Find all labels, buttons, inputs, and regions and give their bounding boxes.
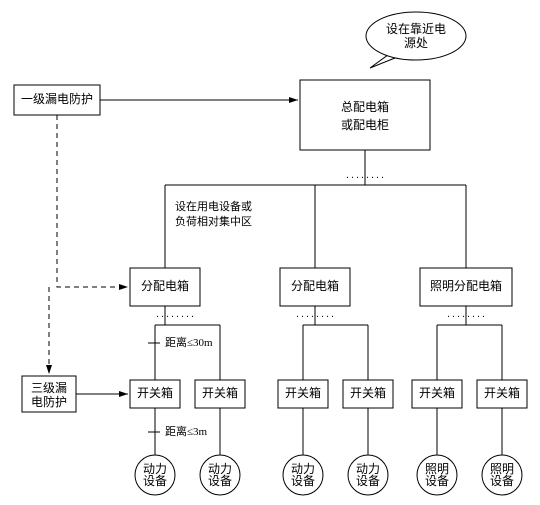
dist3-label: 照明分配电箱 [430,278,502,293]
note-dist-1: 设在用电设备或 [175,199,252,213]
sw6-label: 开关箱 [484,385,520,400]
sw1-label: 开关箱 [137,385,173,400]
dev4-l2: 设备 [356,474,380,488]
main-label1: 总配电箱 [341,99,389,114]
protect3-l1: 三级漏 [31,381,67,395]
protect3-l2: 电防护 [31,394,67,409]
callout-line1: 设在靠近电 [386,22,446,36]
edge-protect1-dist1 [57,115,128,287]
dist2-label: 分配电箱 [291,278,339,293]
callout-line2: 源处 [404,36,428,50]
protect1-label: 一级漏电防护 [21,91,93,106]
dev3-l2: 设备 [291,474,315,488]
dots-dist2: . . . . . . . . [296,309,334,320]
dev6-l2: 设备 [490,474,514,488]
note-3m: 距离≤3m [165,424,208,438]
dev5-l2: 设备 [425,474,449,488]
dist1-label: 分配电箱 [141,278,189,293]
main-label2: 或配电柜 [341,118,389,132]
dev2-l2: 设备 [208,474,232,488]
main-box [300,80,430,150]
dots-main: . . . . . . . . [346,170,384,181]
note-30m: 距离≤30m [165,335,213,349]
sw2-label: 开关箱 [202,385,238,400]
dots-dist1: . . . . . . . . [156,309,194,320]
sw3-label: 开关箱 [285,385,321,400]
note-dist-2: 负荷相对集中区 [175,214,252,228]
dev1-l2: 设备 [143,474,167,488]
sw4-label: 开关箱 [350,385,386,400]
sw5-label: 开关箱 [419,385,455,400]
dots-dist3: . . . . . . . . [447,309,485,320]
